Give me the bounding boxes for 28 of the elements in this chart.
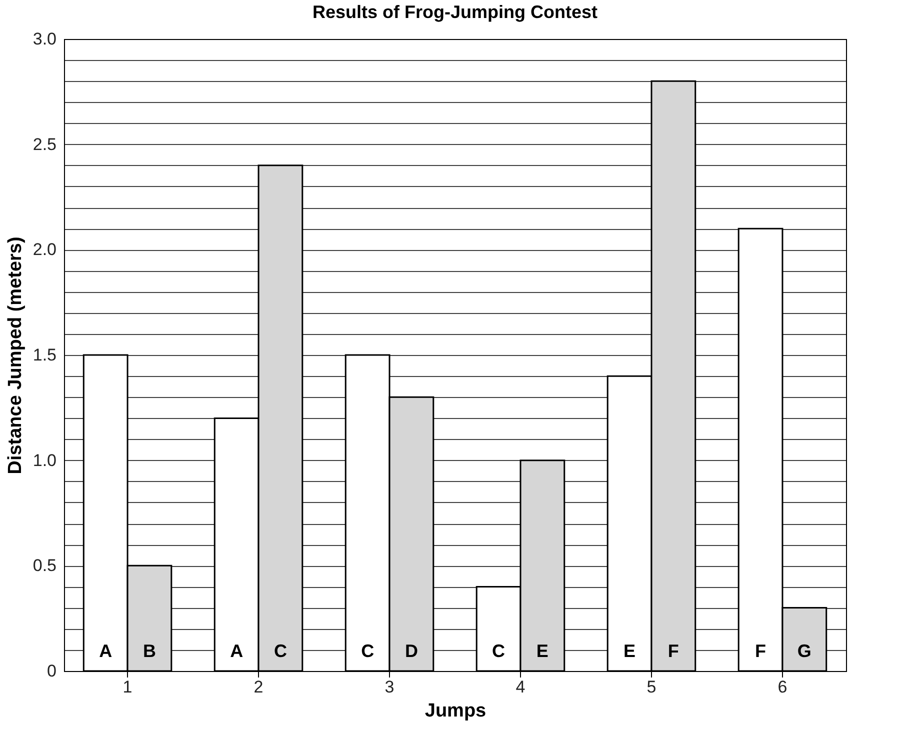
data-label: C <box>361 641 374 661</box>
y-tick-label: 1.5 <box>32 346 56 364</box>
data-label: C <box>492 641 506 661</box>
data-label: A <box>99 641 112 661</box>
x-tick-label: 1 <box>122 678 132 696</box>
y-tick-label: 3.0 <box>32 30 56 48</box>
x-tick-label: 5 <box>646 678 656 696</box>
data-label: E <box>624 641 636 661</box>
data-label: E <box>536 641 548 661</box>
x-tick-label: 2 <box>254 678 264 696</box>
data-label: G <box>797 641 812 661</box>
y-tick-label: 0.5 <box>32 556 56 576</box>
x-axis-title: Jumps <box>424 700 486 722</box>
x-tick-label: 4 <box>516 678 526 696</box>
y-tick-label: 1.0 <box>32 450 56 470</box>
data-label: C <box>274 641 287 661</box>
y-tick-label: 2.0 <box>32 240 56 260</box>
data-label: A <box>230 641 244 661</box>
y-tick-label: 2.5 <box>32 134 56 154</box>
y-tick-label: 0 <box>47 662 56 680</box>
data-label: D <box>404 641 418 661</box>
x-tick-label: 6 <box>778 678 788 696</box>
data-label: F <box>755 641 766 661</box>
data-label: F <box>668 641 679 661</box>
data-label: B <box>142 641 156 661</box>
chart-title: Results of Frog-Jumping Contest <box>312 2 598 22</box>
y-axis-title: Distance Jumped (meters) <box>4 236 26 474</box>
x-tick-label: 3 <box>384 678 394 696</box>
